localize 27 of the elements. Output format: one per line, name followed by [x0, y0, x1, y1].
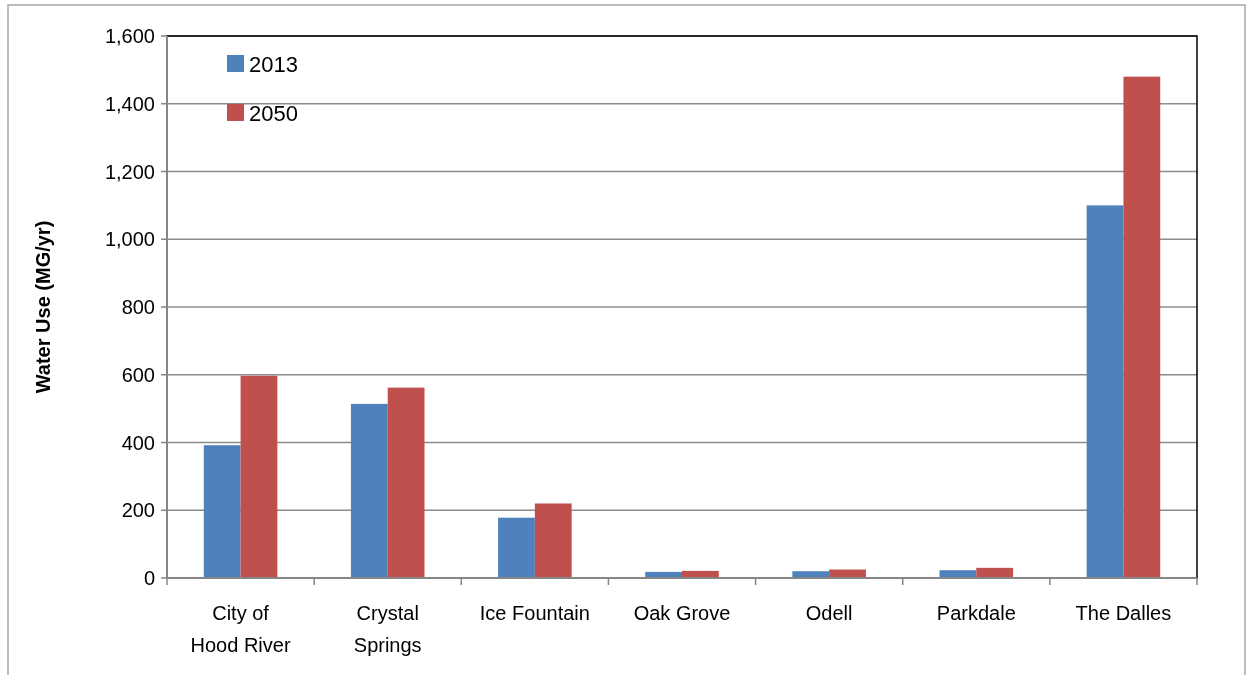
y-tick-label: 800: [121, 296, 155, 318]
bar: [240, 375, 278, 578]
x-tick-label: Odell: [805, 602, 853, 624]
bar: [498, 517, 535, 578]
y-tick-label: 600: [121, 363, 155, 386]
y-tick-label: 1,600: [104, 25, 155, 47]
x-tick-label: Ice Fountain: [479, 602, 590, 624]
bar: [1086, 205, 1124, 578]
y-tick-label: 200: [121, 499, 155, 522]
y-tick-label: 1,200: [104, 160, 155, 183]
bar: [1123, 76, 1161, 578]
x-tick-label: Parkdale: [936, 602, 1016, 624]
legend-label: 2050: [249, 100, 298, 126]
bar: [387, 387, 425, 578]
legend-label: 2013: [249, 51, 298, 77]
x-tick-label: Oak Grove: [633, 602, 731, 624]
x-tick-label: City of Hood River: [190, 602, 291, 656]
y-axis-title: Water Use (MG/yr): [32, 220, 54, 394]
y-tick-label: 0: [143, 567, 155, 589]
bar: [534, 503, 572, 578]
bar: [350, 403, 388, 578]
bar: [203, 445, 241, 578]
y-tick-label: 1,000: [104, 228, 155, 251]
y-tick-label: 400: [121, 431, 155, 454]
x-tick-label: The Dalles: [1075, 602, 1172, 624]
x-tick-label: Crystal Springs: [353, 602, 422, 656]
y-tick-label: 1,400: [104, 92, 155, 115]
